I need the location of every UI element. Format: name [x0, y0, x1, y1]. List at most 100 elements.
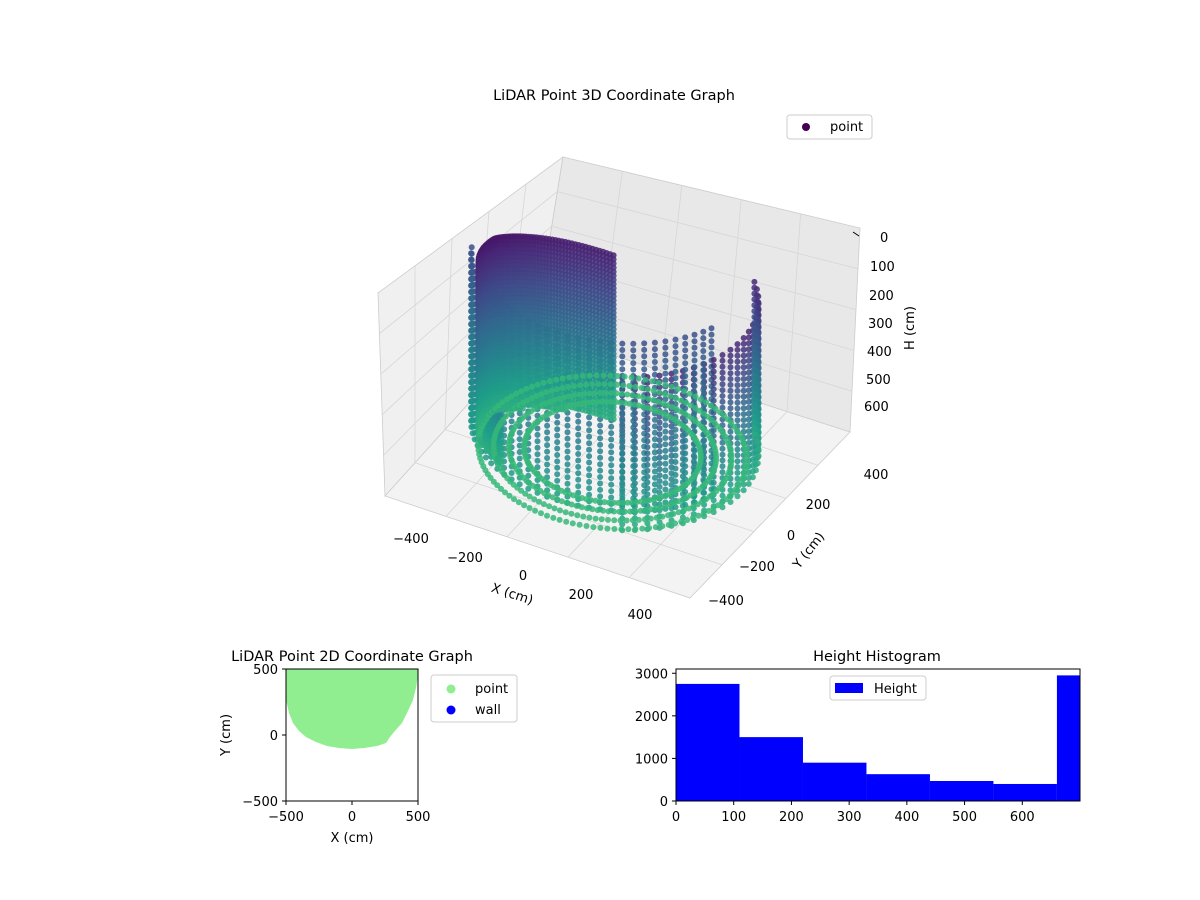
lidar-point: [621, 373, 628, 380]
lidar-point: [640, 394, 647, 401]
lidar-point: [468, 405, 475, 412]
lidar-point: [719, 457, 726, 464]
lidar-point: [644, 386, 651, 393]
lidar-point: [468, 360, 475, 367]
lidar-point: [719, 381, 726, 388]
lidar-point: [700, 438, 707, 445]
lidar-point: [586, 420, 593, 427]
lidar-point: [641, 366, 648, 373]
lidar-point: [468, 315, 475, 322]
lidar-point: [468, 282, 475, 289]
lidar-point: [691, 370, 698, 377]
lidar-point: [498, 411, 504, 418]
lidar-point: [608, 475, 615, 482]
lidar-point: [656, 431, 663, 438]
lidar-point: [564, 454, 571, 461]
lidar-point: [586, 485, 593, 492]
lidar-point: [516, 436, 523, 443]
lidar-point: [700, 341, 707, 348]
lidar-point: [608, 390, 614, 397]
lidar-point: [564, 422, 571, 429]
lidar-point: [691, 376, 698, 383]
lidar-point: [653, 514, 660, 521]
lidar-point: [526, 493, 533, 500]
lidar-point: [608, 488, 615, 495]
lidar-point: [498, 460, 504, 467]
lidar-point: [619, 469, 626, 476]
lidar-point: [595, 381, 602, 388]
lidar-point: [575, 431, 582, 438]
lidar-point: [630, 424, 637, 431]
lidar-point: [534, 444, 541, 451]
lidar-point: [689, 515, 696, 521]
lidar-point: [598, 516, 605, 523]
lidar-point: [584, 505, 591, 512]
lidar-point: [548, 387, 555, 394]
lidar-point: [589, 381, 596, 388]
lidar-point: [516, 461, 523, 468]
lidar-point: [564, 442, 571, 448]
lidar-point: [719, 398, 726, 405]
lidar-point: [630, 418, 637, 424]
lidar-point: [544, 435, 551, 442]
lidar-point: [662, 428, 669, 435]
lidar-point: [468, 340, 475, 347]
lidar-point: [682, 469, 689, 476]
lidar-point: [691, 344, 698, 351]
lidar-point: [508, 418, 515, 425]
lidar-point: [665, 521, 672, 528]
lidar-point: [534, 425, 541, 432]
lidar-point: [575, 438, 582, 445]
lidar-point: [575, 457, 582, 464]
lidar-point: [641, 346, 648, 353]
lidar-point: [554, 413, 561, 420]
lidar-point: [656, 425, 663, 432]
lidar-point: [644, 450, 651, 457]
lidar-point: [608, 436, 615, 443]
lidar-point: [564, 429, 571, 436]
lidar-point: [554, 452, 561, 458]
lidar-point: [619, 482, 626, 489]
lidar-point: [608, 462, 615, 469]
lidar-point: [586, 427, 593, 434]
lidar-point: [672, 520, 679, 527]
lidar-point: [498, 452, 504, 459]
lidar-point: [543, 389, 550, 396]
lidar-point: [672, 433, 679, 440]
lidar-point: [719, 375, 726, 382]
lidar-point: [628, 374, 635, 381]
grid-line: [551, 225, 857, 310]
lidar-point: [641, 340, 648, 347]
lidar-point: [644, 432, 651, 439]
lidar-point: [619, 353, 626, 360]
lidar-point: [521, 502, 528, 509]
lidar-point: [569, 520, 576, 527]
lidar-point: [506, 492, 513, 499]
lidar-point: [572, 373, 579, 380]
lidar-point: [644, 420, 651, 427]
lidar-point: [619, 456, 626, 463]
lidar-point: [682, 353, 689, 360]
lidar-point: [630, 347, 637, 354]
lidar-point: [488, 460, 495, 467]
lidar-point: [586, 390, 593, 397]
lidar-point: [644, 456, 651, 462]
lidar-point: [656, 389, 663, 396]
lidar-point: [554, 471, 561, 478]
lidar-point: [727, 393, 734, 400]
lidar-point: [607, 381, 614, 388]
lidar-point: [630, 340, 637, 347]
lidar-point: [586, 472, 593, 479]
lidar-point: [727, 387, 734, 394]
lidar-point: [727, 376, 734, 382]
lidar-point: [597, 493, 604, 500]
lidar-point: [468, 295, 475, 302]
plot-3d: LiDAR Point 3D Coordinate Graph −400 −20…: [377, 88, 918, 623]
lidar-point: [670, 510, 677, 517]
lidar-point: [573, 502, 580, 509]
lidar-point: [630, 469, 637, 476]
lidar-point: [672, 343, 679, 350]
lidar-point: [590, 524, 597, 531]
lidar-point: [614, 373, 621, 379]
